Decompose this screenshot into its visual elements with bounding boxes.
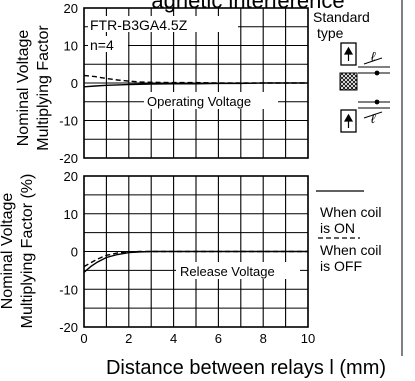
x-tick-label: 10 bbox=[301, 331, 315, 346]
y-tick-label: 20 bbox=[64, 169, 78, 184]
standard-type-label-line2: type bbox=[317, 25, 344, 41]
series-lines bbox=[83, 250, 308, 273]
y-axis-label-line1: Nominal Voltage bbox=[0, 193, 16, 310]
legend-label-coil-on-line1: When coil bbox=[320, 204, 381, 220]
x-tick-label: 2 bbox=[125, 331, 132, 346]
up-arrow-icon bbox=[343, 46, 354, 61]
chart-annotation: Release Voltage bbox=[180, 264, 275, 279]
x-axis-label: Distance between relays l (mm) bbox=[106, 357, 386, 379]
dimension-arrow-icon bbox=[363, 111, 383, 119]
release-voltage-chart: Nominal Voltage Multiplying Factor (%) 2… bbox=[0, 169, 386, 379]
x-tick-label: 4 bbox=[170, 331, 177, 346]
header-fragment: agnetic interference bbox=[151, 0, 344, 13]
y-tick-label: -10 bbox=[59, 114, 78, 129]
y-tick-labels: 20 10 0 -10 -20 bbox=[59, 169, 78, 335]
operating-voltage-chart: Nominal Voltage Multiplying Factor 20 10 0… bbox=[15, 1, 309, 166]
y-axis-label-line2: Multiplying Factor bbox=[35, 25, 52, 151]
x-tick-label: 6 bbox=[215, 331, 222, 346]
l-symbol-bottom: ℓ bbox=[371, 111, 376, 126]
x-tick-label: 0 bbox=[80, 331, 87, 346]
annotation-bg bbox=[144, 92, 278, 109]
chart-title-bg bbox=[88, 16, 238, 32]
series-lines bbox=[83, 74, 308, 88]
dimension-arrow-icon bbox=[363, 57, 383, 65]
series-line-coil-on bbox=[83, 250, 308, 273]
y-tick-label: 20 bbox=[64, 1, 78, 16]
y-tick-labels: 20 10 0 -10 -20 bbox=[59, 1, 78, 166]
up-arrow-icon bbox=[343, 113, 354, 128]
y-tick-label: -20 bbox=[59, 151, 78, 166]
series-line-coil-off bbox=[83, 74, 308, 84]
spacer-hatch-icon bbox=[339, 72, 358, 91]
y-tick-label: 0 bbox=[71, 76, 78, 91]
y-tick-label: -10 bbox=[59, 282, 78, 297]
chart-subtitle-bg bbox=[88, 36, 128, 52]
y-tick-label: -20 bbox=[59, 320, 78, 335]
legend-panel: Standard type ℓ ℓ When coil is ON When bbox=[313, 9, 390, 274]
legend-label-coil-off-line1: When coil bbox=[320, 242, 381, 258]
standard-type-label-line1: Standard bbox=[313, 9, 370, 25]
point-marker-icon bbox=[374, 70, 380, 76]
annotation-bg bbox=[176, 262, 300, 279]
chart-title: FTR-B3GA4.5Z bbox=[90, 17, 188, 33]
y-axis-label-line2: Multiplying Factor (%) bbox=[19, 174, 36, 329]
legend-label-coil-on-line2: is ON bbox=[320, 220, 355, 236]
x-tick-label: 8 bbox=[260, 331, 267, 346]
y-tick-label: 0 bbox=[71, 245, 78, 260]
series-line-coil-off bbox=[83, 250, 308, 268]
y-axis-label-line1: Nominal Voltage bbox=[15, 30, 32, 147]
legend-label-coil-off-line2: is OFF bbox=[320, 258, 362, 274]
chart-subtitle: n=4 bbox=[90, 37, 114, 53]
y-tick-label: 10 bbox=[64, 207, 78, 222]
chart-annotation: Operating Voltage bbox=[147, 94, 251, 109]
l-symbol-top: ℓ bbox=[371, 49, 376, 64]
y-tick-label: 10 bbox=[64, 39, 78, 54]
x-tick-labels: 0 2 4 6 8 10 bbox=[80, 331, 315, 346]
